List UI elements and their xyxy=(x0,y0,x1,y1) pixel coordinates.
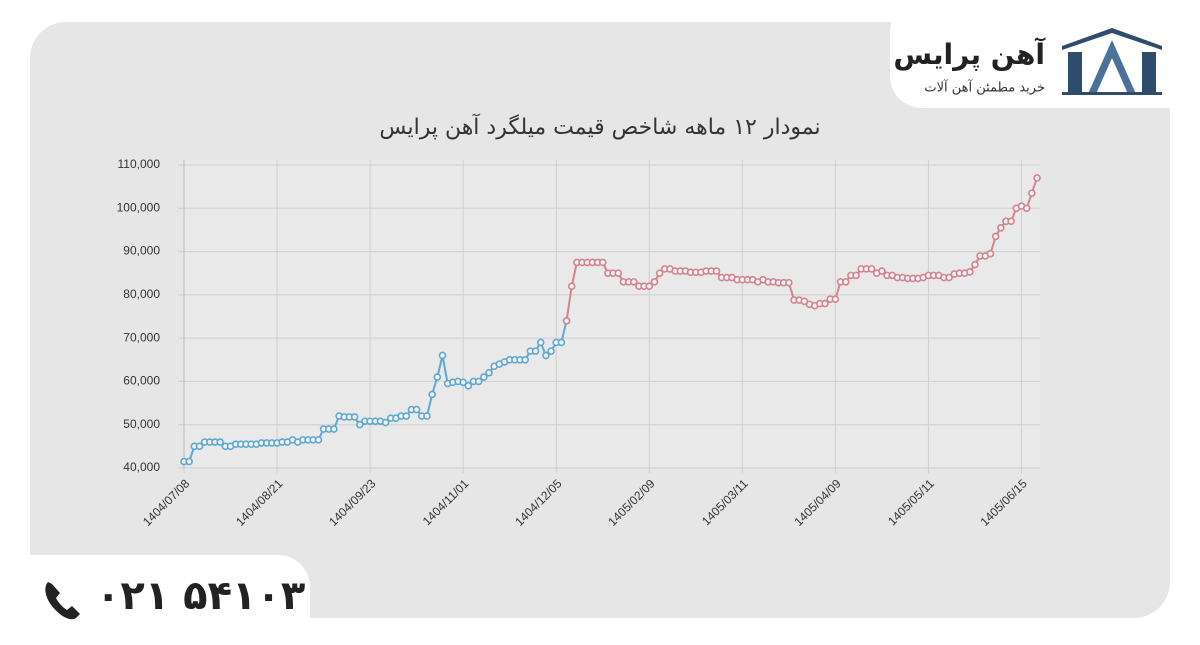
point xyxy=(412,405,421,414)
point xyxy=(650,278,659,286)
point xyxy=(831,295,840,303)
point xyxy=(438,351,447,360)
point xyxy=(945,273,953,282)
tagline: خرید مطمئن آهن آلات xyxy=(924,79,1045,96)
point xyxy=(480,373,488,381)
point xyxy=(542,351,550,360)
point xyxy=(971,260,979,269)
point xyxy=(629,278,638,286)
point xyxy=(474,377,483,386)
point xyxy=(598,258,607,267)
point xyxy=(423,412,431,420)
y-tick-label: 110,000 xyxy=(118,157,161,171)
chart-title: نمودار ۱۲ ماهه شاخص قیمت میلگرد آهن پرای… xyxy=(379,113,820,140)
point xyxy=(330,425,338,433)
point xyxy=(459,378,467,387)
brand: آهن پرایس xyxy=(893,37,1046,71)
point xyxy=(185,457,193,466)
y-tick-label: 80,000 xyxy=(123,287,160,301)
point xyxy=(536,338,545,347)
point xyxy=(531,347,540,355)
point xyxy=(381,418,390,427)
y-tick-label: 90,000 xyxy=(123,244,160,258)
point xyxy=(645,282,654,291)
point xyxy=(785,278,793,287)
point xyxy=(852,271,860,280)
point xyxy=(567,282,576,291)
point xyxy=(655,269,664,278)
point xyxy=(485,368,493,377)
phone-icon xyxy=(45,582,80,620)
point xyxy=(521,355,530,364)
y-tick-label: 50,000 xyxy=(123,417,160,431)
point xyxy=(402,412,411,420)
y-tick-label: 100,000 xyxy=(117,200,161,214)
point xyxy=(1033,174,1041,182)
point xyxy=(350,413,359,421)
point xyxy=(965,268,974,276)
point xyxy=(433,373,442,381)
point xyxy=(712,267,721,275)
y-tick-label: 40,000 xyxy=(123,460,160,474)
point xyxy=(216,438,224,446)
logo xyxy=(1062,28,1162,95)
point xyxy=(821,299,829,308)
point xyxy=(867,265,876,273)
phone-number: ۰۲۱ ۵۴۱۰۳ xyxy=(96,573,305,619)
point xyxy=(547,347,555,355)
point xyxy=(557,338,566,347)
point xyxy=(1022,204,1031,213)
point xyxy=(1028,189,1036,197)
plot-area xyxy=(183,160,1040,470)
point xyxy=(195,442,204,451)
point xyxy=(562,317,571,325)
point xyxy=(997,223,1005,232)
point xyxy=(314,436,323,444)
point xyxy=(878,267,886,275)
point xyxy=(428,390,436,399)
y-tick-label: 70,000 xyxy=(123,330,160,344)
point xyxy=(614,269,623,278)
point xyxy=(841,278,850,286)
y-tick-label: 60,000 xyxy=(123,374,160,388)
point xyxy=(991,232,1000,241)
point xyxy=(355,420,364,429)
point xyxy=(1007,217,1015,226)
point xyxy=(464,381,473,390)
phone-area xyxy=(0,555,310,645)
point xyxy=(986,249,995,258)
